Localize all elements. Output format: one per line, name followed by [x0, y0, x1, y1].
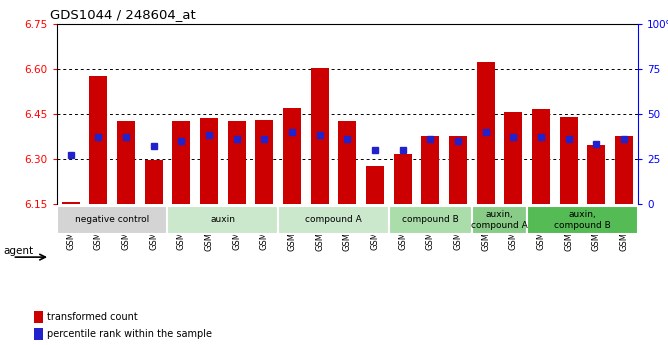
- Bar: [615, 136, 633, 204]
- Bar: [278, 206, 389, 234]
- Bar: [168, 206, 278, 234]
- Bar: [228, 121, 246, 204]
- Bar: [311, 68, 329, 204]
- Bar: [527, 206, 638, 234]
- Text: percentile rank within the sample: percentile rank within the sample: [47, 329, 212, 339]
- Bar: [389, 206, 472, 234]
- Bar: [200, 118, 218, 204]
- Bar: [33, 328, 43, 340]
- Bar: [283, 108, 301, 204]
- Bar: [339, 121, 356, 204]
- Text: transformed count: transformed count: [47, 312, 138, 322]
- Bar: [117, 121, 135, 204]
- Text: agent: agent: [3, 246, 33, 256]
- Bar: [33, 310, 43, 323]
- Bar: [57, 206, 168, 234]
- Bar: [560, 117, 578, 204]
- Bar: [393, 154, 411, 204]
- Text: auxin,
compound B: auxin, compound B: [554, 210, 611, 230]
- Bar: [587, 145, 605, 204]
- Bar: [504, 112, 522, 204]
- Text: auxin,
compound A: auxin, compound A: [471, 210, 528, 230]
- Bar: [449, 136, 467, 204]
- Text: negative control: negative control: [75, 215, 149, 225]
- Text: auxin: auxin: [210, 215, 235, 225]
- Bar: [472, 206, 527, 234]
- Bar: [477, 61, 495, 204]
- Bar: [90, 77, 108, 204]
- Bar: [145, 160, 162, 204]
- Bar: [532, 109, 550, 204]
- Bar: [255, 120, 273, 204]
- Bar: [422, 136, 440, 204]
- Text: compound B: compound B: [402, 215, 459, 225]
- Text: GDS1044 / 248604_at: GDS1044 / 248604_at: [50, 8, 196, 21]
- Text: compound A: compound A: [305, 215, 362, 225]
- Bar: [172, 121, 190, 204]
- Bar: [61, 202, 79, 204]
- Bar: [366, 166, 384, 204]
